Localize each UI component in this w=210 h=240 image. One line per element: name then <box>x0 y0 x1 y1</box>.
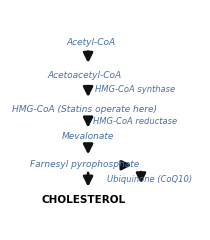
Text: Mevalonate: Mevalonate <box>62 132 114 141</box>
Text: HMG-CoA reductase: HMG-CoA reductase <box>93 117 177 126</box>
Text: CHOLESTEROL: CHOLESTEROL <box>41 195 125 205</box>
Text: HMG-CoA (Statins operate here): HMG-CoA (Statins operate here) <box>12 105 156 114</box>
Text: Acetoacetyl-CoA: Acetoacetyl-CoA <box>48 72 122 80</box>
Text: Acetyl-CoA: Acetyl-CoA <box>67 38 116 47</box>
Text: Farnesyl pyrophosphate: Farnesyl pyrophosphate <box>30 160 139 169</box>
Text: Ubiquinone (CoQ10): Ubiquinone (CoQ10) <box>107 175 193 185</box>
Text: HMG-CoA synthase: HMG-CoA synthase <box>95 85 175 94</box>
